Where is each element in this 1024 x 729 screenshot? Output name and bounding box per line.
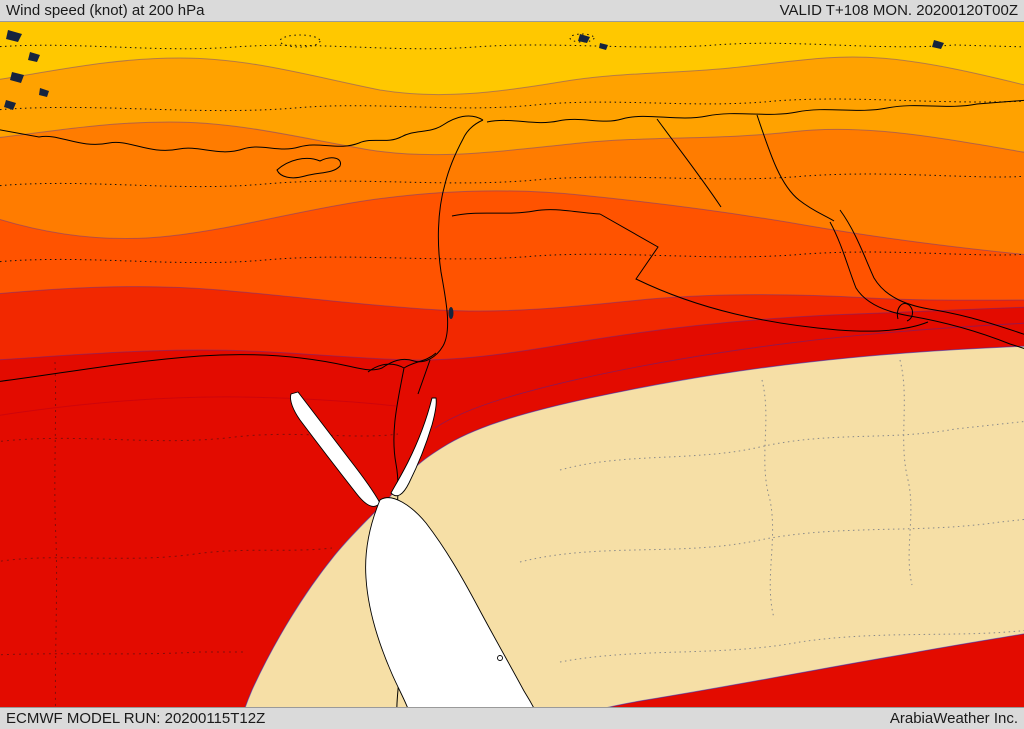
syria-iraq-border — [656, 118, 722, 208]
dotted-borders-cream-zone — [519, 359, 1024, 663]
red-sea-island — [497, 655, 503, 661]
gulf-of-suez — [290, 391, 381, 507]
dotted-contours — [0, 33, 1024, 264]
aegean-islands — [4, 30, 944, 319]
persian-gulf-south-coast — [829, 221, 1024, 349]
minor-contour-lines — [0, 322, 1024, 429]
dead-sea — [448, 307, 454, 319]
footer-bar: ECMWF MODEL RUN: 20200115T12Z ArabiaWeat… — [0, 707, 1024, 729]
coastlines-and-borders — [0, 99, 1024, 725]
red-sea — [290, 391, 545, 729]
model-run-label: ECMWF MODEL RUN: 20200115T12Z — [6, 710, 266, 727]
jordan-saudi-iraq-border — [599, 213, 929, 332]
cyprus-island — [276, 157, 341, 179]
jordan-syria-border — [451, 209, 601, 217]
map-title: Wind speed (knot) at 200 hPa — [6, 2, 205, 19]
turkey-coastline — [0, 115, 484, 153]
valid-time-label: VALID T+108 MON. 20200120T00Z — [779, 2, 1018, 19]
header-bar: Wind speed (knot) at 200 hPa VALID T+108… — [0, 0, 1024, 22]
nile-delta — [367, 352, 437, 373]
dotted-borders-red-zone — [0, 361, 399, 729]
turkey-syria-iraq-border — [486, 99, 1024, 124]
egypt-levant-coastline — [0, 119, 484, 382]
persian-gulf-north-coast — [839, 209, 1024, 335]
sinai-israel-border — [417, 359, 431, 395]
iraq-iran-border — [756, 114, 835, 222]
gulf-of-aqaba — [390, 397, 437, 497]
qatar-peninsula — [896, 303, 914, 322]
provider-credit: ArabiaWeather Inc. — [889, 710, 1018, 727]
